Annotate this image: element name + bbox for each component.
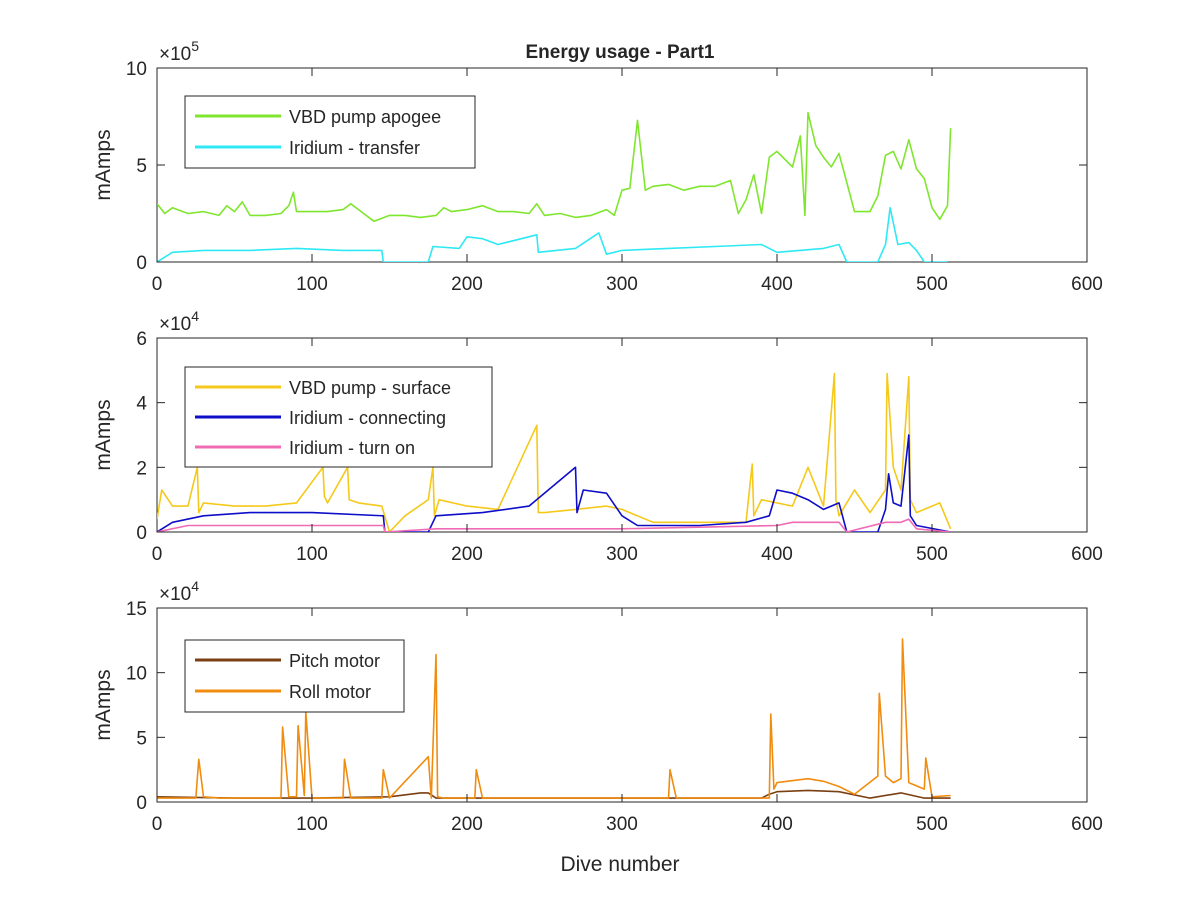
x-tick-label: 400 (761, 544, 793, 565)
x-tick-label: 100 (296, 544, 328, 565)
x-tick-label: 400 (761, 274, 793, 295)
y-tick-label: 10 (126, 664, 147, 685)
x-tick-label: 500 (916, 544, 948, 565)
legend: Pitch motor Roll motor (184, 639, 405, 713)
x-tick-label: 500 (916, 274, 948, 295)
legend-entry: Iridium - connecting (289, 408, 446, 428)
subplot-3: 0 100 200 300 400 500 600051015×104mAmpsPitch … (92, 578, 1103, 835)
x-tick-label: 600 (1071, 544, 1103, 565)
series-group (157, 638, 951, 799)
x-tick-label: 500 (916, 814, 948, 835)
legend-box (184, 95, 476, 169)
y-tick-label: 0 (136, 523, 147, 544)
legend: VBD pump - surface Iridium - connecting Ir… (184, 366, 493, 468)
legend-entry: VBD pump apogee (289, 107, 441, 127)
legend-entry: Iridium - transfer (289, 138, 420, 158)
legend-entry: Roll motor (289, 682, 371, 702)
y-tick-label: 4 (136, 394, 147, 415)
x-tick-label: 100 (296, 274, 328, 295)
x-tick-label: 200 (451, 544, 483, 565)
y-exponent-power: 5 (191, 38, 199, 54)
x-tick-label: 300 (606, 814, 638, 835)
y-tick-label: 10 (126, 59, 147, 80)
y-axis-label: mAmps (92, 129, 115, 200)
y-axis-label: mAmps (92, 399, 115, 470)
series-group (157, 372, 952, 532)
legend-box (184, 639, 405, 713)
x-tick-label: 300 (606, 274, 638, 295)
x-axis-label: Dive number (560, 853, 679, 876)
x-tick-label: 600 (1071, 814, 1103, 835)
series-line-roll-motor (157, 638, 951, 799)
series-line-vbd-pump-apogee (157, 111, 952, 223)
x-tick-label: 300 (606, 544, 638, 565)
x-tick-label: 0 (152, 814, 163, 835)
x-tick-label: 0 (152, 274, 163, 295)
y-tick-label: 15 (126, 599, 147, 620)
series-line-vbd-pump-surface (157, 372, 952, 532)
y-axis-label: mAmps (92, 669, 115, 740)
x-tick-label: 600 (1071, 274, 1103, 295)
series-line-iridium-transfer (157, 206, 948, 262)
y-tick-label: 2 (136, 458, 147, 479)
x-tick-label: 200 (451, 274, 483, 295)
y-exponent-power: 4 (191, 308, 199, 324)
x-tick-label: 400 (761, 814, 793, 835)
y-tick-label: 5 (136, 728, 147, 749)
series-group (157, 111, 952, 262)
y-tick-label: 0 (136, 253, 147, 274)
legend-entry: VBD pump - surface (289, 378, 451, 398)
y-tick-label: 6 (136, 329, 147, 350)
legend-entry: Pitch motor (289, 651, 380, 671)
x-tick-label: 100 (296, 814, 328, 835)
x-tick-label: 0 (152, 544, 163, 565)
x-tick-label: 200 (451, 814, 483, 835)
y-tick-label: 0 (136, 793, 147, 814)
figure-title: Energy usage - Part1 (525, 42, 714, 63)
legend: VBD pump apogee Iridium - transfer (184, 95, 476, 169)
series-line-iridium-turn-on (157, 518, 951, 532)
y-exponent-power: 4 (191, 578, 199, 594)
y-tick-label: 5 (136, 156, 147, 177)
legend-entry: Iridium - turn on (289, 438, 415, 458)
